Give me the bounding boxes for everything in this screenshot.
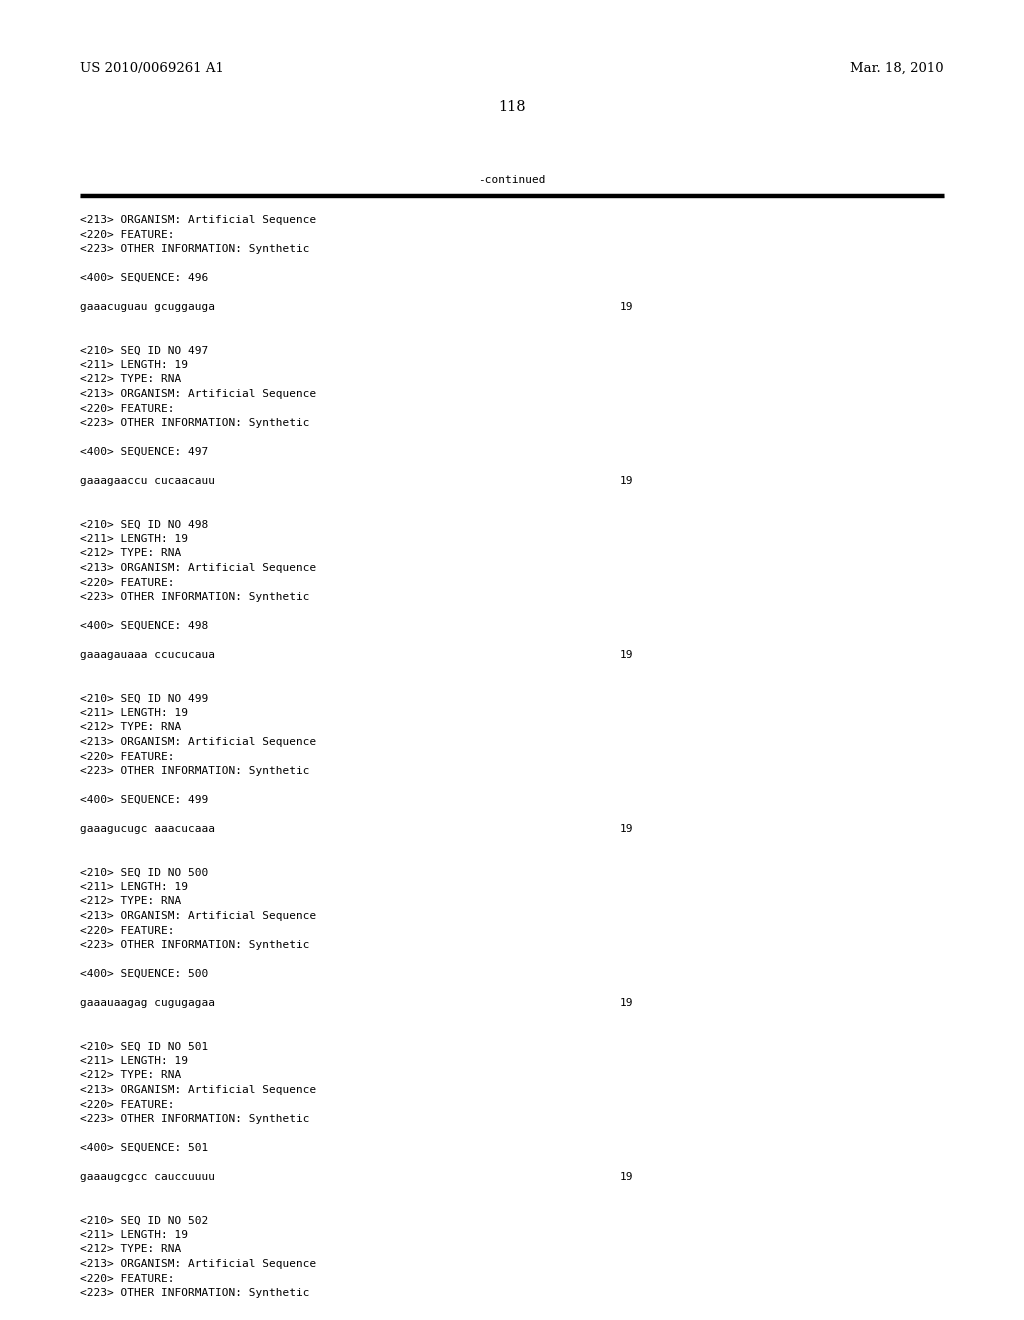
Text: <211> LENGTH: 19: <211> LENGTH: 19 bbox=[80, 1230, 188, 1239]
Text: <223> OTHER INFORMATION: Synthetic: <223> OTHER INFORMATION: Synthetic bbox=[80, 244, 309, 253]
Text: <400> SEQUENCE: 500: <400> SEQUENCE: 500 bbox=[80, 969, 208, 979]
Text: gaaacuguau gcuggauga: gaaacuguau gcuggauga bbox=[80, 302, 215, 312]
Text: <213> ORGANISM: Artificial Sequence: <213> ORGANISM: Artificial Sequence bbox=[80, 911, 316, 921]
Text: <212> TYPE: RNA: <212> TYPE: RNA bbox=[80, 549, 181, 558]
Text: <210> SEQ ID NO 500: <210> SEQ ID NO 500 bbox=[80, 867, 208, 878]
Text: <210> SEQ ID NO 501: <210> SEQ ID NO 501 bbox=[80, 1041, 208, 1052]
Text: <220> FEATURE:: <220> FEATURE: bbox=[80, 1100, 174, 1110]
Text: <213> ORGANISM: Artificial Sequence: <213> ORGANISM: Artificial Sequence bbox=[80, 564, 316, 573]
Text: <400> SEQUENCE: 496: <400> SEQUENCE: 496 bbox=[80, 273, 208, 282]
Text: <400> SEQUENCE: 499: <400> SEQUENCE: 499 bbox=[80, 795, 208, 805]
Text: Mar. 18, 2010: Mar. 18, 2010 bbox=[850, 62, 944, 75]
Text: US 2010/0069261 A1: US 2010/0069261 A1 bbox=[80, 62, 224, 75]
Text: <220> FEATURE:: <220> FEATURE: bbox=[80, 925, 174, 936]
Text: <213> ORGANISM: Artificial Sequence: <213> ORGANISM: Artificial Sequence bbox=[80, 1085, 316, 1096]
Text: 19: 19 bbox=[620, 477, 634, 486]
Text: 19: 19 bbox=[620, 1172, 634, 1181]
Text: <211> LENGTH: 19: <211> LENGTH: 19 bbox=[80, 882, 188, 892]
Text: 19: 19 bbox=[620, 302, 634, 312]
Text: <223> OTHER INFORMATION: Synthetic: <223> OTHER INFORMATION: Synthetic bbox=[80, 940, 309, 950]
Text: <220> FEATURE:: <220> FEATURE: bbox=[80, 404, 174, 413]
Text: 19: 19 bbox=[620, 649, 634, 660]
Text: <223> OTHER INFORMATION: Synthetic: <223> OTHER INFORMATION: Synthetic bbox=[80, 1288, 309, 1298]
Text: gaaaugcgcc cauccuuuu: gaaaugcgcc cauccuuuu bbox=[80, 1172, 215, 1181]
Text: <210> SEQ ID NO 498: <210> SEQ ID NO 498 bbox=[80, 520, 208, 529]
Text: <213> ORGANISM: Artificial Sequence: <213> ORGANISM: Artificial Sequence bbox=[80, 737, 316, 747]
Text: <213> ORGANISM: Artificial Sequence: <213> ORGANISM: Artificial Sequence bbox=[80, 1259, 316, 1269]
Text: <400> SEQUENCE: 501: <400> SEQUENCE: 501 bbox=[80, 1143, 208, 1152]
Text: <210> SEQ ID NO 502: <210> SEQ ID NO 502 bbox=[80, 1216, 208, 1225]
Text: <223> OTHER INFORMATION: Synthetic: <223> OTHER INFORMATION: Synthetic bbox=[80, 766, 309, 776]
Text: <210> SEQ ID NO 497: <210> SEQ ID NO 497 bbox=[80, 346, 208, 355]
Text: gaaauaagag cugugagaa: gaaauaagag cugugagaa bbox=[80, 998, 215, 1008]
Text: gaaagauaaa ccucucaua: gaaagauaaa ccucucaua bbox=[80, 649, 215, 660]
Text: <211> LENGTH: 19: <211> LENGTH: 19 bbox=[80, 1056, 188, 1067]
Text: gaaagucugc aaacucaaa: gaaagucugc aaacucaaa bbox=[80, 824, 215, 834]
Text: <211> LENGTH: 19: <211> LENGTH: 19 bbox=[80, 708, 188, 718]
Text: <212> TYPE: RNA: <212> TYPE: RNA bbox=[80, 1071, 181, 1081]
Text: <400> SEQUENCE: 497: <400> SEQUENCE: 497 bbox=[80, 447, 208, 457]
Text: <223> OTHER INFORMATION: Synthetic: <223> OTHER INFORMATION: Synthetic bbox=[80, 591, 309, 602]
Text: 118: 118 bbox=[499, 100, 525, 114]
Text: <212> TYPE: RNA: <212> TYPE: RNA bbox=[80, 896, 181, 907]
Text: <211> LENGTH: 19: <211> LENGTH: 19 bbox=[80, 360, 188, 370]
Text: <223> OTHER INFORMATION: Synthetic: <223> OTHER INFORMATION: Synthetic bbox=[80, 418, 309, 428]
Text: 19: 19 bbox=[620, 824, 634, 834]
Text: <220> FEATURE:: <220> FEATURE: bbox=[80, 751, 174, 762]
Text: <400> SEQUENCE: 498: <400> SEQUENCE: 498 bbox=[80, 620, 208, 631]
Text: -continued: -continued bbox=[478, 176, 546, 185]
Text: <213> ORGANISM: Artificial Sequence: <213> ORGANISM: Artificial Sequence bbox=[80, 389, 316, 399]
Text: 19: 19 bbox=[620, 998, 634, 1008]
Text: <213> ORGANISM: Artificial Sequence: <213> ORGANISM: Artificial Sequence bbox=[80, 215, 316, 224]
Text: <223> OTHER INFORMATION: Synthetic: <223> OTHER INFORMATION: Synthetic bbox=[80, 1114, 309, 1125]
Text: <210> SEQ ID NO 499: <210> SEQ ID NO 499 bbox=[80, 693, 208, 704]
Text: <212> TYPE: RNA: <212> TYPE: RNA bbox=[80, 1245, 181, 1254]
Text: <212> TYPE: RNA: <212> TYPE: RNA bbox=[80, 722, 181, 733]
Text: <211> LENGTH: 19: <211> LENGTH: 19 bbox=[80, 535, 188, 544]
Text: <220> FEATURE:: <220> FEATURE: bbox=[80, 578, 174, 587]
Text: gaaagaaccu cucaacauu: gaaagaaccu cucaacauu bbox=[80, 477, 215, 486]
Text: <212> TYPE: RNA: <212> TYPE: RNA bbox=[80, 375, 181, 384]
Text: <220> FEATURE:: <220> FEATURE: bbox=[80, 230, 174, 239]
Text: <220> FEATURE:: <220> FEATURE: bbox=[80, 1274, 174, 1283]
